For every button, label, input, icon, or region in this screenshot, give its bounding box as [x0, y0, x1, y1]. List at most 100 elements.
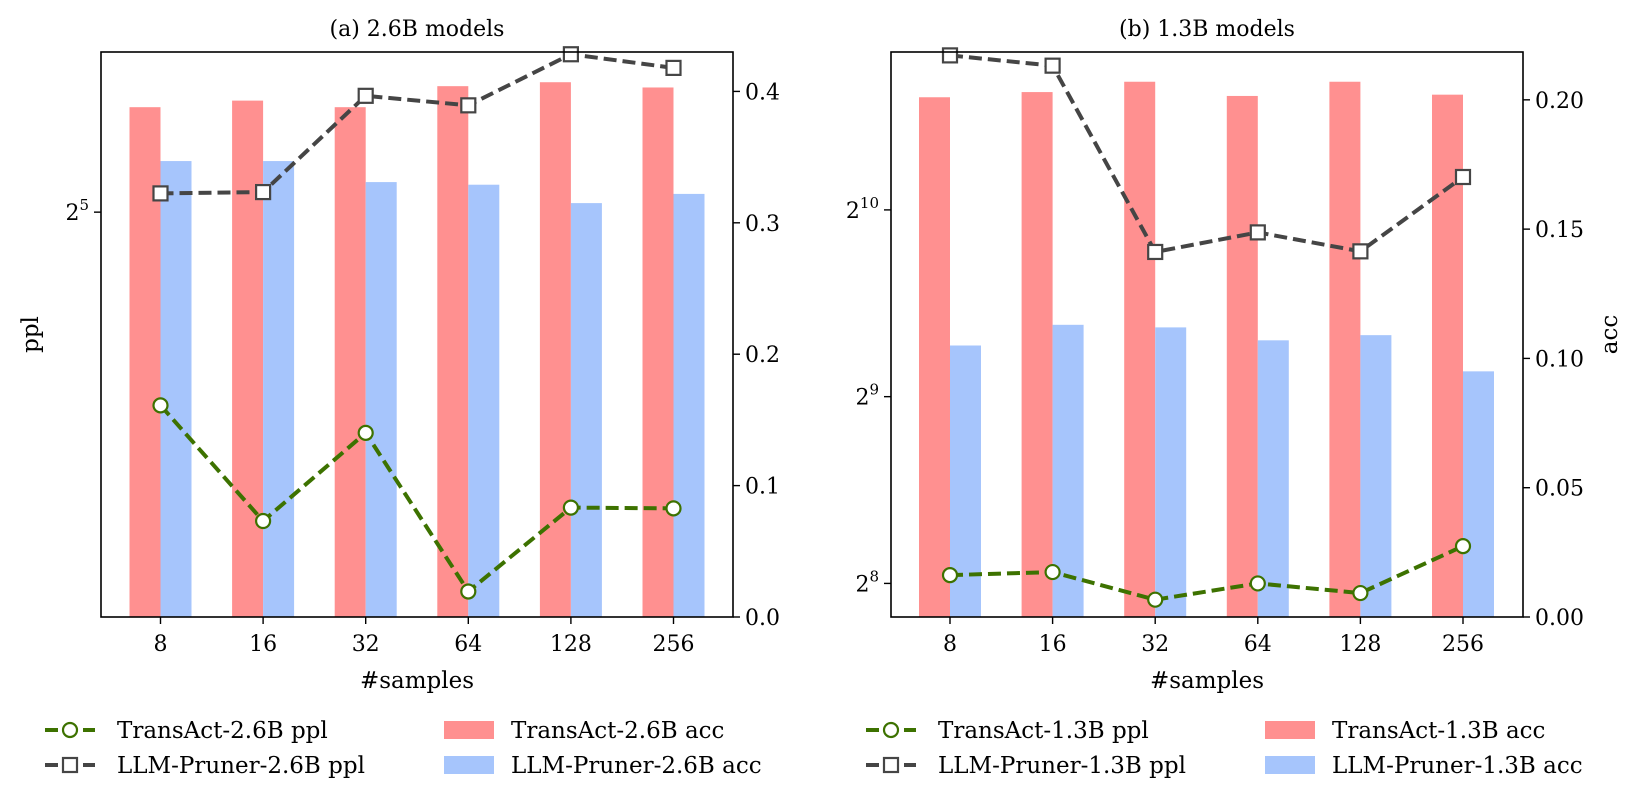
- x-tick-label: 64: [1244, 632, 1272, 657]
- bar-transact-2-6b-acc-64: [437, 86, 469, 618]
- bar-transact-2-6b-acc-16: [232, 100, 264, 618]
- legend-swatch-transact-1-3b-acc: [1265, 721, 1315, 739]
- point-transact-1-3b-ppl-256: [1454, 538, 1472, 555]
- plot-frame: [100, 51, 734, 618]
- y-tick-label: 210: [846, 194, 879, 224]
- chart-panel-b: 8 16 32 64 128 256 28 29 210 0.00 0.05 0.10 0.15 0.20…: [846, 17, 1623, 779]
- point-transact-1-3b-ppl-64: [1249, 575, 1266, 592]
- point-transact-2-6b-ppl-64: [460, 583, 477, 600]
- point-llm-pruner-2-6b-ppl-32: [357, 87, 374, 104]
- legend-label-llm-pruner-1-3b-ppl: LLM-Pruner-1.3B ppl: [938, 753, 1186, 779]
- legend: TransAct-1.3B ppl LLM-Pruner-1.3B ppl Tran…: [866, 718, 1583, 779]
- point-llm-pruner-1-3b-ppl-16: [1044, 57, 1061, 74]
- bar-llm-pruner-2-6b-acc-256: [673, 193, 705, 617]
- bar-transact-2-6b-acc-8: [129, 107, 161, 618]
- y2-axis-label: acc: [1597, 315, 1623, 354]
- y2-tick-label: 0.10: [1535, 347, 1584, 372]
- chart-title: (a) 2.6B models: [330, 17, 505, 42]
- y-tick-label: 28: [855, 567, 879, 597]
- legend-label-transact-2-6b-acc: TransAct-2.6B acc: [511, 718, 724, 744]
- plot-frame: [890, 51, 1524, 618]
- legend-marker-llm-pruner-2-6b-ppl: [61, 756, 79, 774]
- y2-tick-label: 0.0: [745, 606, 780, 631]
- legend-label-transact-1-3b-acc: TransAct-1.3B acc: [1332, 718, 1545, 744]
- x-tick-label: 32: [1141, 632, 1169, 657]
- bar-llm-pruner-2-6b-acc-16: [263, 161, 295, 617]
- bar-llm-pruner-2-6b-acc-32: [365, 182, 397, 617]
- point-transact-2-6b-ppl-128: [562, 499, 580, 516]
- point-transact-1-3b-ppl-8: [941, 567, 959, 584]
- y2-tick-label: 0.20: [1535, 89, 1584, 114]
- bar-transact-1-3b-acc-16: [1021, 92, 1053, 618]
- line-llm-pruner-1-3b-ppl: [949, 53, 1465, 255]
- line-transact-1-3b-ppl: [949, 544, 1464, 602]
- chart-title: (b) 1.3B models: [1119, 17, 1295, 42]
- y2-tick-label: 0.3: [745, 212, 780, 237]
- point-transact-2-6b-ppl-32: [357, 424, 374, 441]
- legend-label-transact-1-3b-ppl: TransAct-1.3B ppl: [938, 718, 1149, 744]
- point-transact-2-6b-ppl-16: [255, 512, 272, 530]
- bar-transact-2-6b-acc-256: [642, 87, 674, 617]
- legend-label-llm-pruner-2-6b-ppl: LLM-Pruner-2.6B ppl: [117, 753, 365, 779]
- point-llm-pruner-1-3b-ppl-128: [1352, 243, 1369, 260]
- y-tick-label: 25: [65, 196, 89, 226]
- y2-tick-label: 0.15: [1535, 218, 1584, 243]
- legend-swatch-llm-pruner-1-3b-acc: [1265, 756, 1315, 774]
- line-transact-2-6b-ppl: [159, 404, 674, 595]
- y2-tick-label: 0.00: [1535, 606, 1584, 631]
- point-transact-1-3b-ppl-32: [1147, 591, 1164, 608]
- y2-tick-label: 0.4: [745, 80, 780, 105]
- bar-transact-1-3b-acc-128: [1329, 81, 1361, 618]
- x-tick-label: 8: [943, 632, 957, 657]
- bar-llm-pruner-2-6b-acc-128: [570, 203, 602, 617]
- bar-transact-2-6b-acc-128: [539, 82, 571, 617]
- x-tick-label: 128: [550, 632, 592, 657]
- legend-label-llm-pruner-2-6b-acc: LLM-Pruner-2.6B acc: [511, 753, 762, 779]
- point-llm-pruner-2-6b-ppl-256: [665, 59, 682, 76]
- x-tick-label: 256: [653, 632, 695, 657]
- x-tick-label: 16: [1039, 632, 1067, 657]
- x-tick-label: 64: [454, 632, 482, 657]
- x-tick-label: 128: [1339, 632, 1381, 657]
- chart-panel-a: 8 16 32 64 128 256 25 0.0 0.1 0.2 0.3 0.4 (a) 2.6B m…: [18, 17, 780, 779]
- y-tick-label: 29: [855, 381, 879, 411]
- bar-transact-1-3b-acc-32: [1124, 81, 1156, 618]
- x-tick-label: 32: [352, 632, 380, 657]
- line-llm-pruner-2-6b-ppl: [160, 52, 674, 196]
- point-transact-1-3b-ppl-16: [1044, 563, 1061, 581]
- legend: TransAct-2.6B ppl LLM-Pruner-2.6B ppl Tran…: [45, 718, 762, 779]
- legend-label-llm-pruner-1-3b-acc: LLM-Pruner-1.3B acc: [1332, 753, 1583, 779]
- y2-tick-label: 0.1: [745, 475, 780, 500]
- legend-swatch-llm-pruner-2-6b-acc: [444, 756, 494, 774]
- legend-marker-transact-1-3b-ppl: [882, 721, 900, 739]
- legend-marker-transact-2-6b-ppl: [61, 721, 79, 739]
- point-llm-pruner-2-6b-ppl-64: [460, 97, 477, 114]
- point-transact-2-6b-ppl-8: [152, 397, 169, 414]
- x-tick-label: 16: [249, 632, 277, 657]
- bar-transact-1-3b-acc-8: [919, 97, 950, 618]
- point-transact-1-3b-ppl-128: [1352, 584, 1369, 602]
- point-llm-pruner-1-3b-ppl-32: [1147, 243, 1164, 261]
- bar-llm-pruner-1-3b-acc-32: [1155, 327, 1187, 617]
- point-llm-pruner-1-3b-ppl-256: [1454, 168, 1472, 186]
- y2-tick-label: 0.2: [745, 343, 780, 368]
- y2-tick-label: 0.05: [1535, 477, 1584, 502]
- bar-transact-1-3b-acc-64: [1226, 95, 1258, 618]
- x-axis-label: #samples: [1150, 668, 1264, 694]
- point-transact-2-6b-ppl-256: [665, 500, 682, 517]
- y-axis-label: ppl: [18, 316, 44, 353]
- point-llm-pruner-2-6b-ppl-128: [562, 46, 580, 63]
- bar-llm-pruner-1-3b-acc-128: [1360, 335, 1392, 617]
- bar-llm-pruner-1-3b-acc-256: [1463, 371, 1494, 617]
- point-llm-pruner-1-3b-ppl-64: [1249, 224, 1266, 241]
- legend-marker-llm-pruner-1-3b-ppl: [882, 756, 900, 774]
- point-llm-pruner-2-6b-ppl-16: [255, 183, 272, 201]
- bar-llm-pruner-1-3b-acc-64: [1257, 340, 1289, 617]
- point-llm-pruner-2-6b-ppl-8: [152, 185, 169, 202]
- x-axis-label: #samples: [360, 668, 474, 694]
- legend-label-transact-2-6b-ppl: TransAct-2.6B ppl: [117, 718, 328, 744]
- point-llm-pruner-1-3b-ppl-8: [941, 47, 959, 64]
- bar-transact-2-6b-acc-32: [334, 107, 366, 618]
